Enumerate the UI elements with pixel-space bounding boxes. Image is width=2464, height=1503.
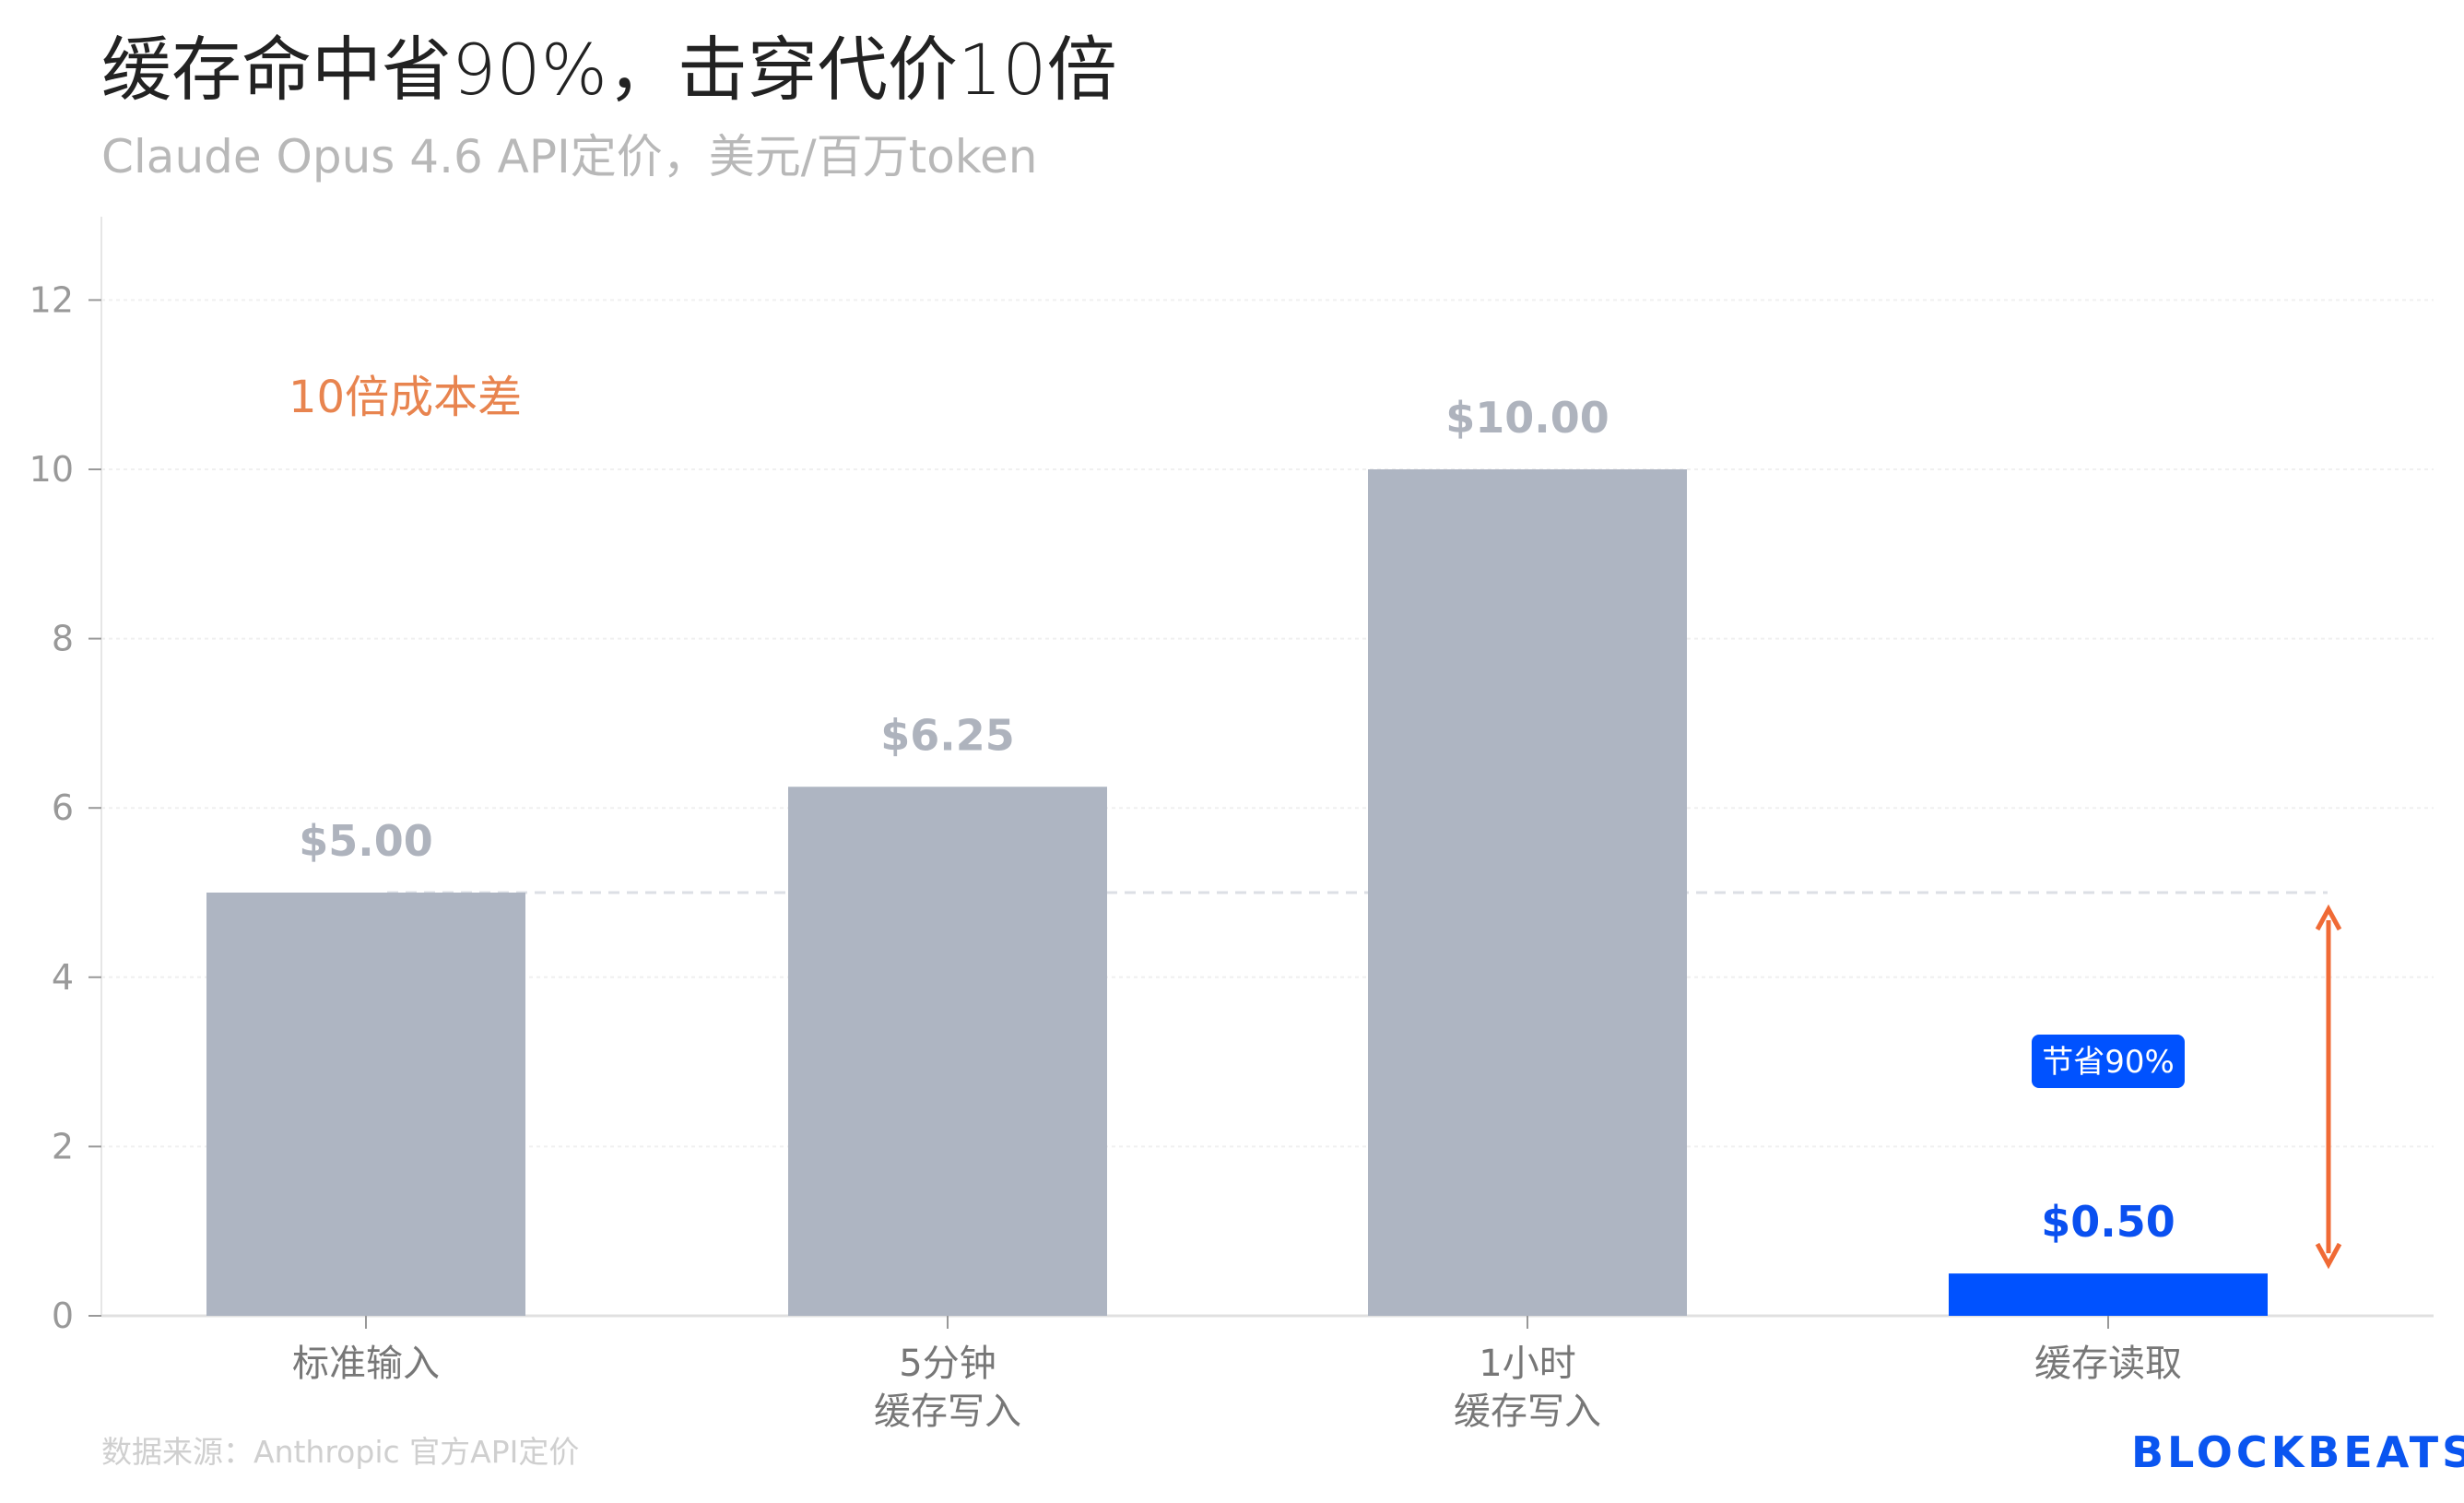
- data-source: 数据来源：Anthropic 官方API定价: [101, 1434, 580, 1470]
- data-label: $5.00: [299, 816, 433, 866]
- data-label: $6.25: [880, 710, 1015, 760]
- savings-badge-text: 节省90%: [2042, 1044, 2175, 1081]
- y-tick-label: 2: [52, 1126, 74, 1166]
- cost-gap-annotation: 10倍成本差: [289, 372, 522, 423]
- savings-badge: [2032, 1035, 2185, 1088]
- bar: [1368, 469, 1687, 1316]
- bar: [788, 787, 1107, 1316]
- x-tick-label: 缓存读取: [2034, 1343, 2182, 1385]
- y-tick-label: 0: [52, 1296, 74, 1336]
- arrow-head-down: [2315, 1242, 2342, 1270]
- y-tick-label: 6: [52, 787, 74, 828]
- y-tick-label: 12: [29, 279, 74, 320]
- data-label: $10.00: [1445, 393, 1609, 443]
- x-tick-label: 1小时: [1479, 1343, 1575, 1385]
- y-tick-label: 10: [29, 449, 74, 490]
- chart-title: 缓存命中省90%，击穿代价10倍: [101, 29, 1117, 111]
- x-tick-label: 标准输入: [292, 1343, 440, 1385]
- bar: [206, 893, 525, 1316]
- y-tick-label: 8: [52, 619, 74, 659]
- chart-subtitle: Claude Opus 4.6 API定价，美元/百万token: [101, 130, 1038, 183]
- y-tick-label: 4: [52, 957, 74, 998]
- data-label: $0.50: [2041, 1197, 2175, 1247]
- x-tick-label: 缓存写入: [1454, 1391, 1601, 1433]
- arrow-head-up: [2315, 904, 2342, 931]
- bar: [1949, 1273, 2268, 1316]
- x-tick-label: 缓存写入: [874, 1391, 1021, 1433]
- x-tick-label: 5分钟: [899, 1343, 996, 1385]
- blockbeats-logo: BLOCKBEATS: [2131, 1427, 2464, 1477]
